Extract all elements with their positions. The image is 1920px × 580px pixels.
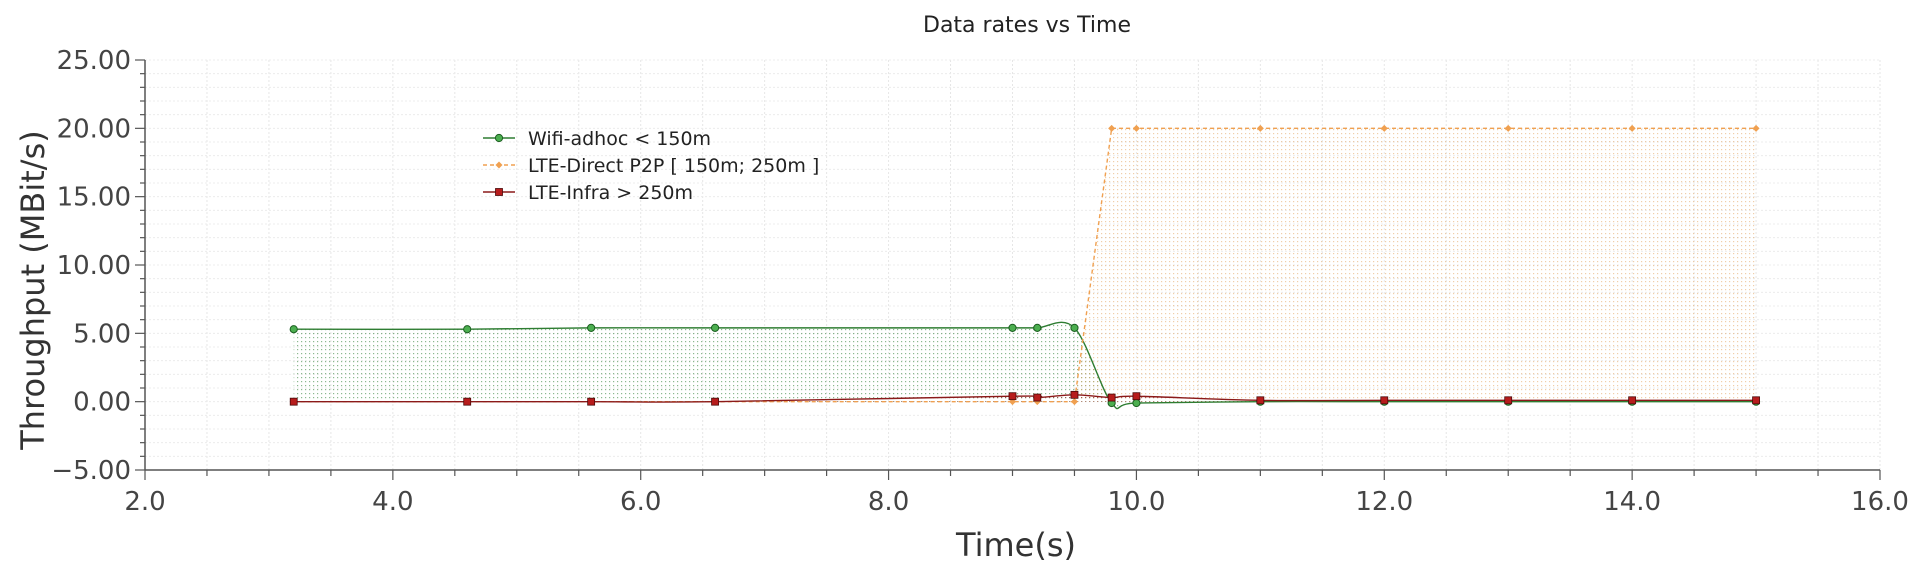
x-axis-title: Time(s)	[955, 526, 1076, 564]
data-point	[1070, 398, 1078, 406]
y-axis-title: Throughput (MBit/s)	[14, 130, 52, 450]
x-tick-label: 8.0	[868, 487, 909, 517]
data-point	[1504, 396, 1513, 405]
legend-label-1: LTE-Direct P2P [ 150m; 250m ]	[528, 155, 819, 177]
data-point	[463, 397, 472, 406]
legend-label-2: LTE-Infra > 250m	[528, 182, 693, 204]
data-point	[1628, 396, 1637, 405]
y-tick-label: 5.00	[73, 319, 131, 349]
y-tick-label: 15.00	[57, 183, 131, 213]
x-tick-label: 12.0	[1355, 487, 1413, 517]
data-point	[463, 325, 472, 334]
data-point	[1008, 323, 1017, 332]
data-point	[1070, 323, 1079, 332]
series-fills	[293, 128, 1757, 409]
y-tick-label: 0.00	[73, 388, 131, 418]
data-point	[587, 323, 596, 332]
x-tick-label: 10.0	[1107, 487, 1165, 517]
x-tick-label: 6.0	[620, 487, 661, 517]
y-tick-label: −5.00	[51, 456, 131, 486]
data-point	[1070, 390, 1079, 399]
data-point	[289, 325, 298, 334]
data-point	[710, 323, 720, 332]
series-fill-0	[293, 322, 1757, 409]
y-tick-label: 20.00	[57, 114, 131, 144]
data-point	[1132, 392, 1141, 401]
legend-label-0: Wifi-adhoc < 150m	[528, 128, 711, 150]
data-point	[1256, 396, 1265, 405]
series-markers	[289, 124, 1761, 408]
data-point	[1380, 396, 1389, 405]
x-tick-label: 2.0	[124, 487, 165, 517]
data-point	[711, 397, 719, 406]
data-point	[1108, 124, 1116, 132]
y-tick-label: 10.00	[57, 251, 131, 281]
series-fill-1	[293, 128, 1757, 402]
data-point	[1256, 124, 1264, 132]
data-point	[1504, 124, 1512, 132]
data-point	[1752, 396, 1760, 405]
data-point	[1132, 398, 1141, 408]
data-point	[587, 397, 596, 406]
legend-marker-2	[495, 188, 503, 196]
data-point	[1033, 393, 1042, 402]
y-tick-label: 25.00	[57, 46, 131, 76]
legend-marker-0	[494, 133, 504, 143]
series-fill-2	[293, 394, 1757, 403]
data-point	[1107, 393, 1116, 402]
x-tick-label: 4.0	[372, 487, 413, 517]
data-point	[1628, 124, 1636, 132]
data-point	[1132, 124, 1140, 132]
data-point	[1380, 124, 1388, 132]
data-point	[1008, 392, 1017, 401]
axes: 2.0 4.0 6.0 8.0 10.0 12.0 14.0 16.0 −5.00 0.00 5.0…	[51, 46, 1909, 517]
legend: Wifi-adhoc < 150m LTE-Direct P2P [ 150m; …	[483, 128, 819, 204]
legend-marker-1	[495, 161, 503, 169]
data-point	[1752, 124, 1760, 132]
data-point	[1033, 323, 1042, 332]
x-tick-label: 14.0	[1603, 487, 1661, 517]
x-tick-label: 16.0	[1851, 487, 1909, 517]
data-point	[289, 397, 298, 406]
chart-title: Data rates vs Time	[923, 13, 1131, 38]
